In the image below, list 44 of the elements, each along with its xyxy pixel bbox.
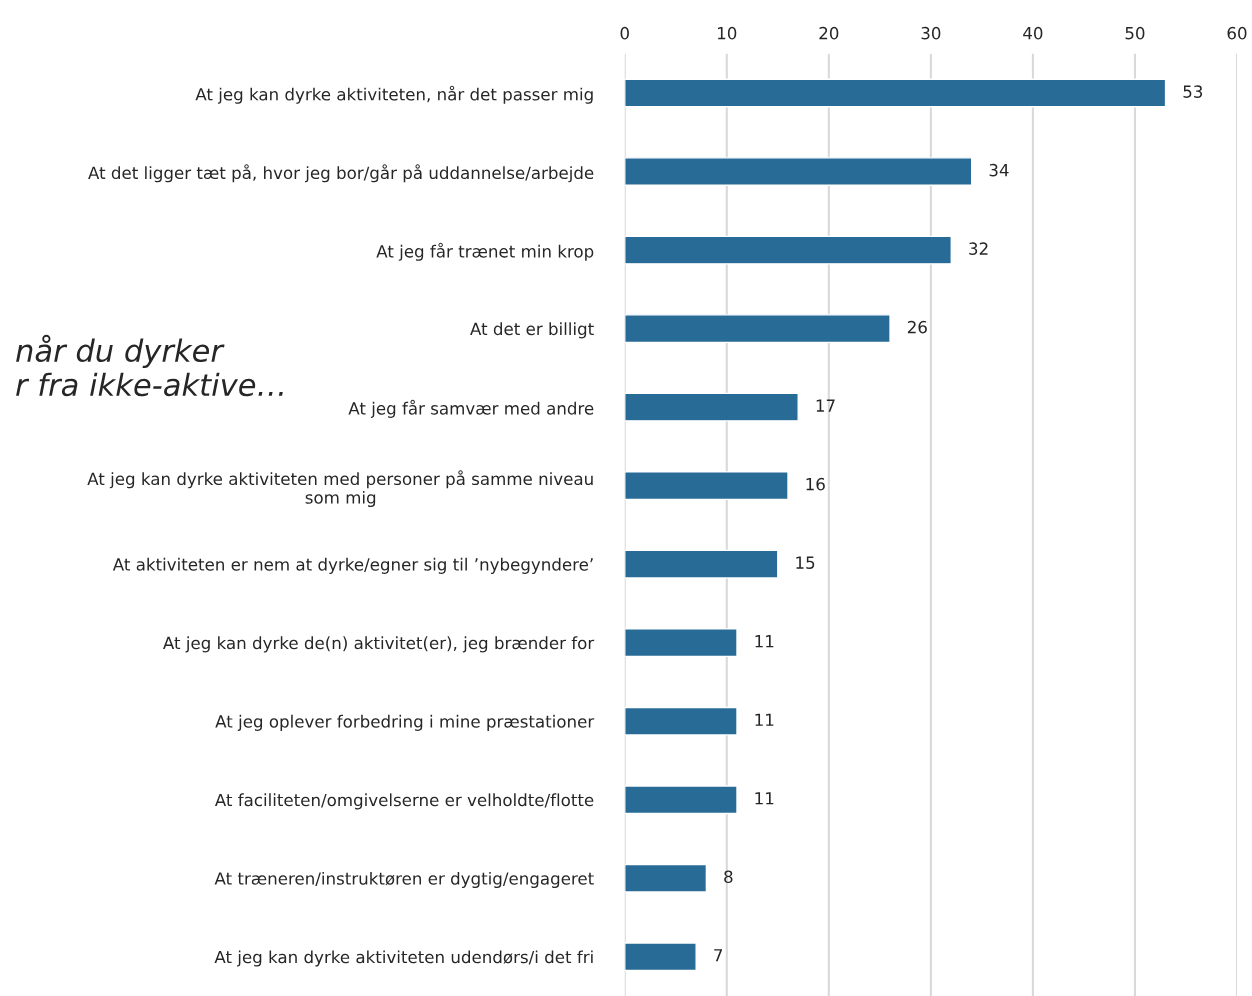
bar <box>624 392 799 422</box>
bar <box>624 549 779 579</box>
bar <box>624 314 891 344</box>
x-tick-label: 40 <box>1023 26 1043 40</box>
data-label: 11 <box>755 713 774 726</box>
bar <box>624 785 738 815</box>
data-label: 17 <box>816 399 835 412</box>
bar <box>624 235 952 265</box>
bar <box>624 78 1167 108</box>
y-tick-label: At jeg kan dyrke de(n) aktivitet(er), jeg brænder for <box>163 636 595 653</box>
x-tick-label: 30 <box>921 26 941 40</box>
y-tick-label: At jeg oplever forbedring i mine præstationer <box>215 714 595 731</box>
y-tick-label: At træneren/instruktøren er dygtig/engageret <box>214 871 594 889</box>
y-tick-label: At aktiviteten er nem at dyrke/egner sig til ’nybegyndere’ <box>112 557 593 574</box>
bar <box>624 471 789 501</box>
data-label: 26 <box>907 320 927 334</box>
x-tick-label: 60 <box>1227 26 1247 40</box>
x-tick-label: 10 <box>718 26 737 40</box>
data-label: 11 <box>755 792 774 805</box>
data-label: 7 <box>714 949 723 962</box>
data-label: 15 <box>796 556 815 569</box>
y-tick-label: At det ligger tæt på, hvor jeg bor/går på uddannelse/arbejde <box>88 164 594 183</box>
y-tick-label: At jeg kan dyrke aktiviteten med personer på samme niveau som mig <box>87 470 593 508</box>
data-label: 53 <box>1183 85 1203 98</box>
y-tick-label: At jeg får trænet min krop <box>376 242 594 261</box>
text: når du dyrker r fra ikke-aktive… <box>16 334 283 397</box>
bar <box>624 942 697 972</box>
bar <box>624 628 738 658</box>
bar <box>624 863 708 893</box>
x-tick-label: 50 <box>1125 26 1145 40</box>
y-tick-label: At jeg kan dyrke aktiviteten, når det passer mig <box>195 85 593 104</box>
x-tick-label: 0 <box>620 26 629 40</box>
data-label: 34 <box>989 163 1009 177</box>
y-tick-label: At det er billigt <box>470 322 594 339</box>
y-tick-label: At jeg kan dyrke aktiviteten udendørs/i det fri <box>214 950 593 967</box>
y-tick-label: At jeg får samvær med andre <box>348 399 594 418</box>
data-label: 8 <box>724 870 733 884</box>
data-label: 11 <box>755 635 774 648</box>
bar <box>624 706 738 736</box>
x-tick-label: 20 <box>819 26 839 40</box>
bar <box>624 157 973 186</box>
data-label: 16 <box>806 477 825 491</box>
y-tick-label: At faciliteten/omgivelserne er velholdte/flotte <box>214 793 594 810</box>
data-label: 32 <box>969 242 988 255</box>
